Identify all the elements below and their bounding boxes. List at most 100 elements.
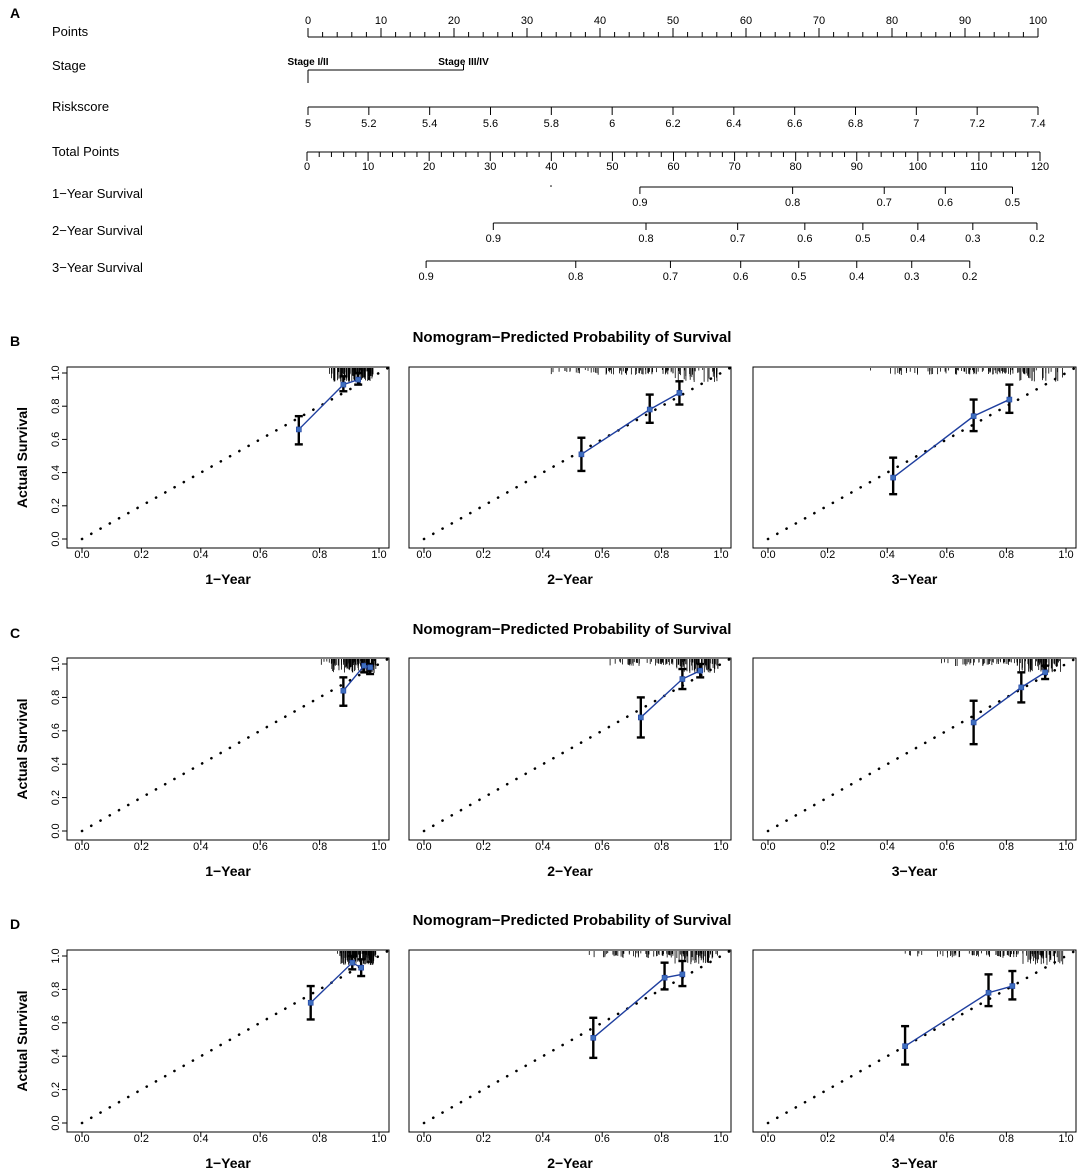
calibration-point bbox=[296, 426, 302, 433]
calibration-point bbox=[697, 667, 704, 674]
calibration-plot: 0.0 0.2 0.4 0.6 0.8 1.0 1−Year 0.0 0.2 0.4 0.6 0.8 1… bbox=[50, 948, 390, 1171]
x-axis-title: 3−Year bbox=[892, 863, 938, 879]
x-tick-label: 0.0 bbox=[760, 1133, 775, 1145]
survival-tick-label: 0.6 bbox=[797, 233, 812, 245]
riskscore-tick-label: 6 bbox=[609, 118, 615, 130]
x-axis-title: 3−Year bbox=[892, 1155, 938, 1171]
panel-letter: D bbox=[10, 916, 20, 932]
total-points-tick-label: 20 bbox=[423, 161, 435, 173]
x-axis-title: 2−Year bbox=[547, 1155, 593, 1171]
total-points-tick-label: 90 bbox=[851, 161, 863, 173]
calibration-line bbox=[592, 973, 683, 1039]
nomogram-row-label: Riskscore bbox=[52, 99, 109, 114]
x-tick-label: 0.6 bbox=[595, 1133, 610, 1145]
reference-diagonal bbox=[766, 366, 1077, 541]
points-tick-label: 90 bbox=[959, 15, 971, 27]
total-points-tick-label: 50 bbox=[606, 161, 618, 173]
survival-tick-label: 0.2 bbox=[1029, 233, 1044, 245]
points-tick-label: 100 bbox=[1029, 15, 1047, 27]
calibration-point bbox=[679, 676, 686, 682]
x-axis-title: 1−Year bbox=[205, 1155, 251, 1171]
x-tick-label: 0.2 bbox=[134, 841, 149, 853]
calibration-point bbox=[646, 406, 653, 413]
y-tick-label: 0.4 bbox=[50, 1049, 62, 1064]
reference-diagonal bbox=[80, 657, 390, 833]
survival-tick-label: 0.3 bbox=[904, 271, 919, 283]
x-tick-label: 0.2 bbox=[820, 1133, 835, 1145]
panel-letter-a: A bbox=[10, 5, 20, 21]
calibration-point bbox=[340, 381, 347, 388]
survival-tick-label: 0.4 bbox=[910, 233, 925, 245]
calibration-point bbox=[985, 989, 992, 996]
x-tick-label: 0.0 bbox=[760, 549, 775, 561]
y-tick-label: 0.2 bbox=[50, 1082, 62, 1097]
x-tick-label: 0.2 bbox=[476, 841, 491, 853]
x-tick-label: 0.6 bbox=[939, 549, 954, 561]
x-axis-title: 2−Year bbox=[547, 571, 593, 587]
calibration-line bbox=[892, 398, 1010, 479]
y-tick-label: 0.8 bbox=[50, 690, 62, 705]
x-tick-label: 0.0 bbox=[760, 841, 775, 853]
nomogram-row-label: Total Points bbox=[52, 144, 120, 159]
calibration-panel-d: D Nomogram−Predicted Probability of Survi… bbox=[10, 912, 1077, 1171]
riskscore-tick-label: 7 bbox=[913, 118, 919, 130]
x-tick-label: 0.2 bbox=[820, 549, 835, 561]
riskscore-tick-label: 7.4 bbox=[1030, 118, 1045, 130]
x-tick-label: 1.0 bbox=[1058, 1133, 1073, 1145]
nomogram-row-label: 1−Year Survival bbox=[52, 186, 143, 201]
total-points-tick-label: 60 bbox=[667, 161, 679, 173]
x-tick-label: 0.6 bbox=[595, 549, 610, 561]
calibration-point bbox=[638, 714, 644, 721]
x-tick-label: 0.8 bbox=[999, 1133, 1014, 1145]
x-tick-label: 0.0 bbox=[74, 1133, 89, 1145]
calibration-plot: 0.0 0.2 0.4 0.6 0.8 1.0 3−Year bbox=[752, 949, 1077, 1171]
x-tick-label: 0.6 bbox=[939, 841, 954, 853]
plot-frame bbox=[66, 949, 390, 1133]
nomogram-row-label: Points bbox=[52, 24, 89, 39]
x-tick-label: 0.8 bbox=[654, 841, 669, 853]
calibration-point bbox=[358, 964, 364, 971]
calibration-plot: 0.0 0.2 0.4 0.6 0.8 1.0 1−Year 0.0 0.2 0.4 0.6 0.8 1… bbox=[50, 365, 390, 587]
x-tick-label: 0.8 bbox=[312, 841, 327, 853]
total-points-tick-label: 80 bbox=[790, 161, 802, 173]
calibration-point bbox=[1018, 684, 1025, 691]
calibration-point bbox=[1042, 669, 1048, 676]
survival-tick-label: 0.2 bbox=[962, 271, 977, 283]
riskscore-tick-label: 5.6 bbox=[483, 118, 498, 130]
x-axis-title: 2−Year bbox=[547, 863, 593, 879]
x-tick-label: 0.8 bbox=[999, 841, 1014, 853]
x-tick-label: 0.2 bbox=[134, 549, 149, 561]
panel-title: Nomogram−Predicted Probability of Surviv… bbox=[413, 329, 732, 346]
x-tick-label: 1.0 bbox=[1058, 549, 1073, 561]
y-tick-label: 0.8 bbox=[50, 982, 62, 997]
stage-category-label: Stage III/IV bbox=[438, 57, 489, 68]
x-tick-label: 1.0 bbox=[713, 549, 728, 561]
x-tick-label: 0.6 bbox=[253, 1133, 268, 1145]
calibration-plot: 0.0 0.2 0.4 0.6 0.8 1.0 2−Year bbox=[408, 949, 732, 1171]
total-points-tick-label: 30 bbox=[484, 161, 496, 173]
calibration-point bbox=[578, 451, 585, 458]
calibration-plot: 0.0 0.2 0.4 0.6 0.8 1.0 2−Year bbox=[408, 366, 732, 587]
total-points-tick-label: 100 bbox=[909, 161, 927, 173]
calibration-point bbox=[676, 390, 683, 396]
panel-title: Nomogram−Predicted Probability of Surviv… bbox=[413, 912, 732, 929]
calibration-point bbox=[902, 1043, 908, 1049]
calibration-line bbox=[973, 671, 1046, 724]
plot-frame bbox=[408, 949, 732, 1133]
calibration-point bbox=[970, 413, 977, 419]
x-tick-label: 0.0 bbox=[74, 549, 89, 561]
total-points-tick-label: 0 bbox=[304, 161, 310, 173]
x-tick-label: 0.2 bbox=[476, 1133, 491, 1145]
survival-tick-label: 0.5 bbox=[791, 271, 806, 283]
stage-category-label: Stage I/II bbox=[287, 57, 328, 68]
survival-tick-label: 0.9 bbox=[486, 233, 501, 245]
calibration-point bbox=[970, 719, 977, 726]
x-tick-label: 0.6 bbox=[939, 1133, 954, 1145]
survival-tick-label: 0.7 bbox=[730, 233, 745, 245]
x-tick-label: 0.4 bbox=[880, 1133, 895, 1145]
x-tick-label: 0.8 bbox=[654, 549, 669, 561]
reference-diagonal bbox=[766, 949, 1077, 1125]
x-tick-label: 0.2 bbox=[134, 1133, 149, 1145]
calibration-point bbox=[340, 687, 347, 694]
x-tick-label: 0.4 bbox=[193, 549, 208, 561]
